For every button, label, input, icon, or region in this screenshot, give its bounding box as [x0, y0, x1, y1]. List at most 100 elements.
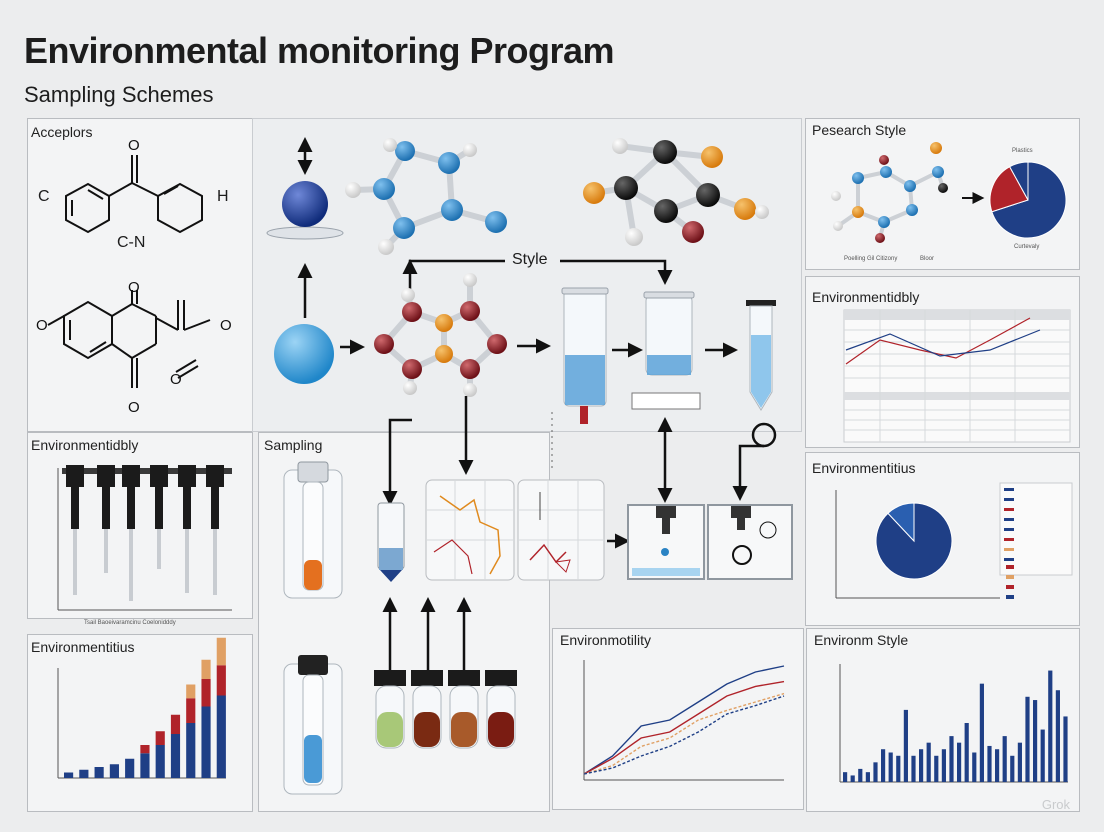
bar-b-27 — [1040, 729, 1045, 782]
sample-vials-row — [374, 670, 517, 749]
bar-a-10-s3 — [201, 659, 211, 679]
bar-b-26 — [1033, 700, 1038, 782]
bar-b-19 — [979, 683, 984, 782]
bar-a-9-s2 — [186, 698, 196, 723]
line-series-4 — [583, 695, 785, 775]
environ-style-label: Environm Style — [814, 632, 909, 648]
bar-b-24 — [1017, 742, 1022, 782]
acceptors-atom-c: C — [38, 188, 50, 205]
bar-b-29 — [1055, 690, 1060, 782]
research-pie-slice-2 — [989, 166, 1029, 213]
bar-b-17 — [964, 723, 969, 782]
bar-b-21 — [995, 749, 1000, 782]
env-tius-right-label: Environmentitius — [812, 460, 916, 476]
skeletal-structure-bottom — [47, 290, 211, 388]
bar-b-2 — [850, 775, 855, 782]
bar-a-6-s2 — [140, 745, 150, 754]
page-title: Environmental monitoring Program — [24, 30, 615, 71]
bar-a-6-s1 — [140, 753, 150, 778]
line-series-1 — [583, 665, 785, 775]
acceptors-atom-cn: C-N — [117, 234, 146, 251]
bar-a-2-s1 — [79, 769, 89, 778]
route-map-right — [517, 479, 605, 581]
bar-a-3-s1 — [94, 767, 104, 778]
vial-thin — [746, 300, 776, 411]
bar-b-25 — [1025, 696, 1030, 782]
navy-sphere — [266, 181, 344, 240]
research-caption-right: Bloor — [920, 256, 934, 262]
pie-label-bottom: Curtevaly — [1014, 244, 1039, 250]
bar-b-12 — [926, 742, 931, 782]
bar-a-9-s1 — [186, 723, 196, 778]
acceptors-atom-h: H — [217, 188, 229, 205]
bar-b-14 — [941, 749, 946, 782]
sky-blue-sphere — [274, 324, 334, 384]
bar-b-15 — [949, 736, 954, 782]
research-caption-left: Poelling Gil Citizony — [844, 256, 897, 262]
bar-a-8-s2 — [170, 714, 181, 734]
env-motility-label: Environmotility — [560, 632, 652, 648]
bar-b-1 — [843, 772, 848, 782]
svg-text:O: O — [170, 371, 182, 388]
grok-watermark: Grok — [1041, 797, 1070, 812]
bar-b-7 — [888, 752, 893, 782]
bar-b-16 — [957, 742, 962, 782]
bar-a-7-s1 — [155, 745, 165, 778]
line-series-3 — [583, 692, 785, 775]
bar-b-18 — [972, 752, 977, 782]
bar-b-8 — [896, 755, 901, 782]
bar-b-13 — [934, 755, 939, 782]
bar-a-9-s3 — [186, 684, 196, 699]
bar-b-4 — [865, 772, 870, 782]
bar-a-1-s1 — [64, 772, 74, 778]
bar-b-6 — [881, 749, 886, 782]
bar-b-11 — [919, 749, 924, 782]
acceptors-panel — [27, 118, 253, 432]
research-pie-slice-3 — [1009, 161, 1029, 201]
bar-b-30 — [1063, 716, 1068, 782]
bar-a-11-s1 — [216, 695, 226, 778]
env-tidbly-caption: Tsail Baoeivaramcinu Coelonidddy — [84, 620, 176, 626]
research-pie-slice-1 — [991, 161, 1067, 239]
bar-a-8-s1 — [170, 734, 181, 778]
env-table-chart — [843, 309, 1071, 443]
env-tidbly-label: Environmentidbly — [31, 437, 139, 453]
test-tube-large — [561, 287, 609, 424]
bar-b-23 — [1010, 755, 1015, 782]
bar-a-11-s2 — [216, 665, 226, 696]
acceptors-label: Acceplors — [31, 124, 93, 140]
svg-text:O: O — [128, 279, 140, 296]
svg-text:O: O — [220, 317, 232, 334]
monitoring-station-left — [627, 504, 705, 580]
monitoring-station-right — [707, 504, 793, 580]
bar-b-22 — [1002, 736, 1007, 782]
bar-a-10-s1 — [201, 706, 211, 778]
pie-label-top: Plastics — [1012, 148, 1033, 154]
bar-a-11-s3 — [216, 637, 226, 666]
sampler-device-bottom — [283, 655, 343, 795]
sampling-label: Sampling — [264, 437, 323, 453]
bar-a-5-s1 — [125, 758, 135, 778]
bar-a-7-s2 — [155, 731, 165, 745]
svg-text:O: O — [128, 137, 140, 154]
style-panel — [252, 118, 802, 432]
route-map-left — [425, 479, 515, 581]
env-tius-left-label: Environmentitius — [31, 639, 135, 655]
svg-text:O: O — [128, 399, 140, 416]
research-style-label: Pesearch Style — [812, 122, 907, 138]
bar-b-28 — [1048, 670, 1053, 782]
bar-b-9 — [903, 709, 908, 782]
bar-b-20 — [987, 745, 992, 782]
vial-blue-sample — [377, 502, 405, 582]
line-series-2 — [583, 680, 785, 775]
pipette-rack — [57, 465, 232, 611]
bar-b-10 — [911, 755, 916, 782]
env-right-label: Environmentidbly — [812, 289, 920, 305]
bar-b-5 — [873, 762, 878, 782]
bar-a-4-s1 — [109, 764, 119, 778]
env-tius-left-panel — [27, 634, 253, 812]
sampler-device-top — [283, 461, 343, 599]
